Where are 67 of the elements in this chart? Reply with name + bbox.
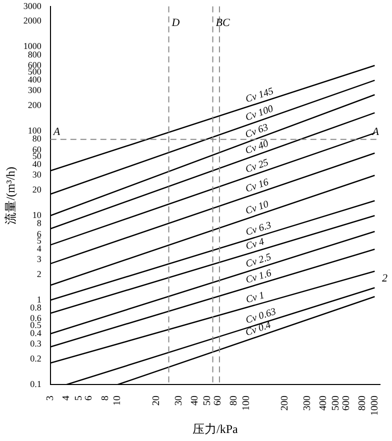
text: Cv 40 — [244, 138, 270, 157]
x-tick-label: 30 — [174, 396, 185, 406]
y-tick-label: 600 — [28, 60, 42, 70]
x-tick-label: 6 — [84, 396, 95, 401]
x-tick-label: 8 — [100, 396, 111, 401]
y-tick-label: 0.1 — [30, 378, 42, 389]
y-tick-label: 8 — [36, 218, 42, 228]
text: Cv 10 — [244, 198, 270, 217]
x-tick-label: 300 — [302, 396, 314, 411]
x-axis-title: 压力/kPa — [192, 422, 239, 436]
y-tick-label: 30 — [32, 170, 42, 180]
x-tick-label: 60 — [212, 396, 224, 406]
y-tick-label: 1000 — [23, 41, 42, 52]
text: Cv 6.3 — [244, 220, 273, 238]
ref-line-label: D — [170, 16, 180, 29]
x-tick-label: 40 — [190, 396, 201, 406]
text: A — [372, 126, 379, 138]
y-tick-label: 400 — [28, 74, 42, 85]
x-tick-label: 80 — [228, 396, 240, 406]
text: Cv 1 — [244, 290, 266, 306]
text: 2 — [382, 272, 388, 285]
text: Cv 25 — [244, 157, 270, 176]
y-tick-label: 6 — [36, 228, 42, 239]
y-tick-label: 100 — [28, 126, 42, 136]
ref-line-label: C — [222, 16, 230, 29]
text: Cv 16 — [244, 176, 270, 195]
y-tick-label: 0.3 — [30, 338, 42, 349]
y-tick-label: 200 — [28, 100, 42, 110]
y-tick-label: 2000 — [23, 16, 42, 26]
x-tick-label: 200 — [279, 396, 290, 411]
text: Cv 1.6 — [244, 268, 273, 286]
y-tick-label: 0.4 — [30, 328, 42, 338]
x-tick-label: 3 — [45, 396, 56, 401]
y-tick-label: 40 — [32, 159, 42, 170]
x-tick-label: 500 — [330, 396, 342, 411]
ref-line-label: B — [216, 16, 223, 29]
text: Cv 4 — [244, 236, 266, 252]
text: Cv 2.5 — [244, 252, 273, 270]
y-tick-label: 60 — [32, 144, 42, 154]
x-tick-label: 400 — [318, 396, 330, 411]
y-tick-label: 80 — [32, 134, 42, 144]
y-tick-label: 3 — [36, 254, 42, 264]
y-tick-label: 2 — [36, 269, 42, 280]
y-tick-label: 3000 — [23, 0, 42, 11]
x-tick-label: 20 — [150, 396, 162, 406]
y-tick-label: 10 — [32, 210, 42, 220]
y-axis-title: 流量/(m³/h) — [3, 166, 18, 224]
text: Cv 100 — [244, 104, 275, 124]
x-tick-label: 4 — [61, 396, 72, 401]
x-tick-label: 5 — [74, 396, 85, 401]
y-tick-label: 4 — [36, 244, 42, 254]
text: Cv 145 — [244, 86, 275, 106]
y-tick-label: 0.2 — [30, 354, 42, 364]
x-tick-label: 1000 — [369, 396, 380, 416]
x-tick-label: 50 — [202, 396, 214, 406]
y-tick-label: 20 — [32, 184, 42, 195]
x-tick-label: 600 — [340, 396, 352, 411]
x-tick-label: 800 — [356, 396, 368, 411]
y-tick-label: 0.8 — [30, 302, 42, 313]
y-tick-label: 1 — [36, 294, 42, 304]
x-tick-label: 10 — [112, 396, 124, 406]
y-tick-label: 0.6 — [30, 313, 42, 324]
y-tick-label: 800 — [28, 49, 42, 60]
text: Cv 63 — [244, 122, 270, 141]
y-tick-label: 300 — [28, 85, 42, 96]
ref-line-label: A — [52, 126, 60, 138]
x-tick-label: 100 — [240, 396, 252, 411]
